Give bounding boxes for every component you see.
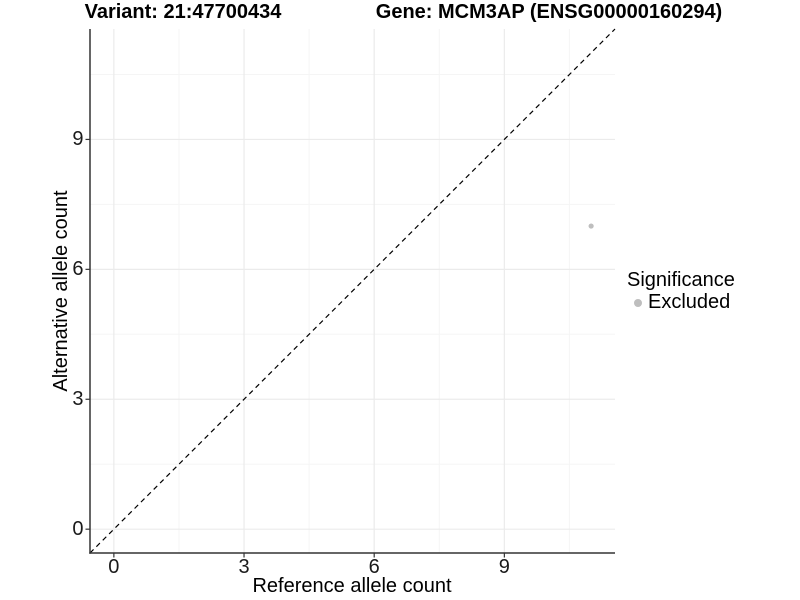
identity-dashed-line: [89, 28, 616, 554]
y-axis-title: Alternative allele count: [50, 190, 72, 392]
x-axis-title: Reference allele count: [252, 575, 452, 597]
y-tick-label: 0: [72, 518, 84, 541]
y-tick-label: 9: [72, 128, 84, 151]
variant-title: Variant: 21:47700434: [84, 1, 282, 23]
y-tick-label: 3: [72, 388, 84, 411]
legend-title: Significance: [627, 269, 735, 291]
gene-title: Gene: MCM3AP (ENSG00000160294): [375, 1, 723, 23]
y-tick-label: 6: [72, 258, 84, 281]
x-tick-label: 6: [368, 556, 380, 578]
data-point: [588, 223, 594, 229]
x-tick-label: 9: [498, 556, 510, 578]
legend: Significance Excluded: [627, 270, 735, 313]
x-tick-label: 0: [108, 556, 120, 578]
x-tick-label: 3: [238, 556, 250, 578]
legend-entry-excluded: Excluded: [627, 292, 735, 313]
legend-key-dot-icon: [634, 298, 642, 307]
legend-entry-label: Excluded: [648, 291, 731, 313]
